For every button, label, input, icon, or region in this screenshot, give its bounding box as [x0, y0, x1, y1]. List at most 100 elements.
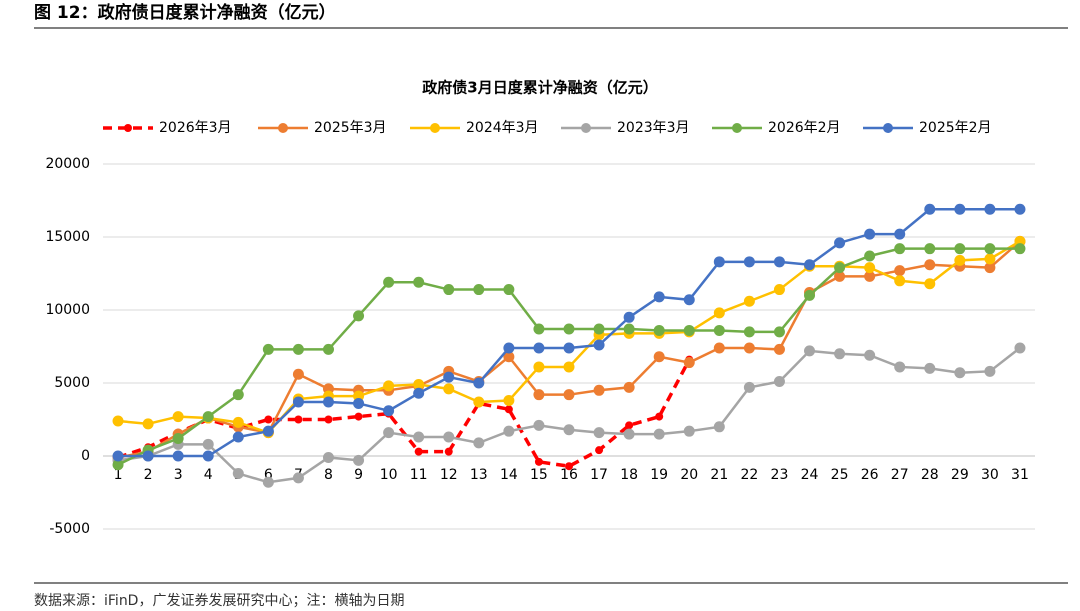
data-point	[864, 228, 876, 240]
data-point	[202, 450, 214, 462]
data-point	[864, 262, 876, 274]
data-point	[924, 362, 936, 374]
data-point	[653, 291, 665, 303]
data-point	[353, 454, 365, 466]
data-point	[655, 412, 664, 421]
data-point	[984, 262, 996, 274]
x-tick-label: 1	[114, 467, 123, 483]
data-point	[413, 378, 425, 390]
data-point	[683, 324, 695, 336]
x-tick-label: 18	[620, 467, 638, 483]
data-point	[353, 310, 365, 322]
data-point	[534, 457, 543, 466]
data-point	[503, 425, 515, 437]
x-tick-label: 10	[380, 467, 398, 483]
data-point	[743, 256, 755, 268]
data-point	[503, 342, 515, 354]
footer-note: 数据来源：iFinD，广发证券发展研究中心；注：横轴为日期	[34, 593, 404, 609]
data-point	[232, 389, 244, 401]
data-point	[473, 284, 485, 296]
data-point	[473, 437, 485, 449]
data-point	[413, 431, 425, 443]
data-point	[383, 427, 395, 439]
chart-title: 政府债3月日度累计净融资（亿元）	[422, 79, 657, 97]
x-tick-label: 19	[650, 467, 668, 483]
x-tick-label: 31	[1011, 467, 1029, 483]
legend-label: 2025年3月	[314, 120, 387, 136]
x-tick-label: 16	[560, 467, 578, 483]
x-tick-label: 20	[680, 467, 698, 483]
figure-header: 图 12：政府债日度累计净融资（亿元）	[34, 2, 336, 23]
data-point	[533, 361, 545, 373]
data-point	[954, 254, 966, 266]
data-point	[653, 351, 665, 363]
data-point	[623, 311, 635, 323]
data-point	[864, 270, 876, 282]
data-point	[563, 342, 575, 354]
data-point	[533, 323, 545, 335]
data-point	[413, 387, 425, 399]
data-point	[563, 424, 575, 436]
data-point	[683, 294, 695, 306]
data-point	[834, 262, 846, 274]
data-point	[984, 253, 996, 265]
data-point	[473, 396, 485, 408]
data-point	[443, 431, 455, 443]
data-point	[353, 397, 365, 409]
data-point	[533, 342, 545, 354]
data-point	[443, 371, 455, 383]
data-point	[625, 421, 634, 430]
data-point	[595, 446, 604, 455]
x-tick-label: 22	[740, 467, 758, 483]
data-point	[1014, 342, 1026, 354]
data-point	[773, 284, 785, 296]
data-point	[322, 451, 334, 463]
data-point	[504, 405, 513, 414]
data-point	[172, 450, 184, 462]
legend-label: 2026年3月	[159, 120, 232, 136]
data-point	[292, 396, 304, 408]
x-tick-label: 15	[530, 467, 548, 483]
data-point	[294, 415, 303, 424]
data-point	[383, 276, 395, 288]
data-point	[834, 237, 846, 249]
data-point	[834, 270, 846, 282]
data-point	[262, 476, 274, 488]
data-point	[713, 324, 725, 336]
legend-marker	[732, 123, 742, 133]
x-tick-label: 6	[264, 467, 273, 483]
data-point	[142, 450, 154, 462]
data-point	[743, 295, 755, 307]
data-point	[414, 447, 423, 456]
data-point	[443, 284, 455, 296]
x-tick-label: 21	[710, 467, 728, 483]
legend-label: 2026年2月	[768, 120, 841, 136]
legend-label: 2023年3月	[617, 120, 690, 136]
data-point	[232, 416, 244, 428]
data-point	[683, 357, 695, 369]
data-point	[533, 419, 545, 431]
y-tick-label: 0	[81, 448, 90, 464]
data-point	[232, 431, 244, 443]
y-tick-label: 10000	[45, 302, 90, 318]
data-point	[322, 396, 334, 408]
data-point	[443, 383, 455, 395]
y-tick-label: 20000	[45, 156, 90, 172]
data-point	[623, 381, 635, 393]
legend-label: 2024年3月	[466, 120, 539, 136]
data-point	[383, 380, 395, 392]
data-point	[232, 468, 244, 480]
data-point	[503, 395, 515, 407]
data-point	[804, 289, 816, 301]
data-point	[503, 351, 515, 363]
data-point	[262, 425, 274, 437]
data-point	[924, 259, 936, 271]
data-point	[773, 343, 785, 355]
x-tick-label: 8	[324, 467, 333, 483]
x-tick-label: 3	[174, 467, 183, 483]
data-point	[894, 361, 906, 373]
data-point	[563, 361, 575, 373]
data-point	[593, 427, 605, 439]
data-point	[533, 389, 545, 401]
